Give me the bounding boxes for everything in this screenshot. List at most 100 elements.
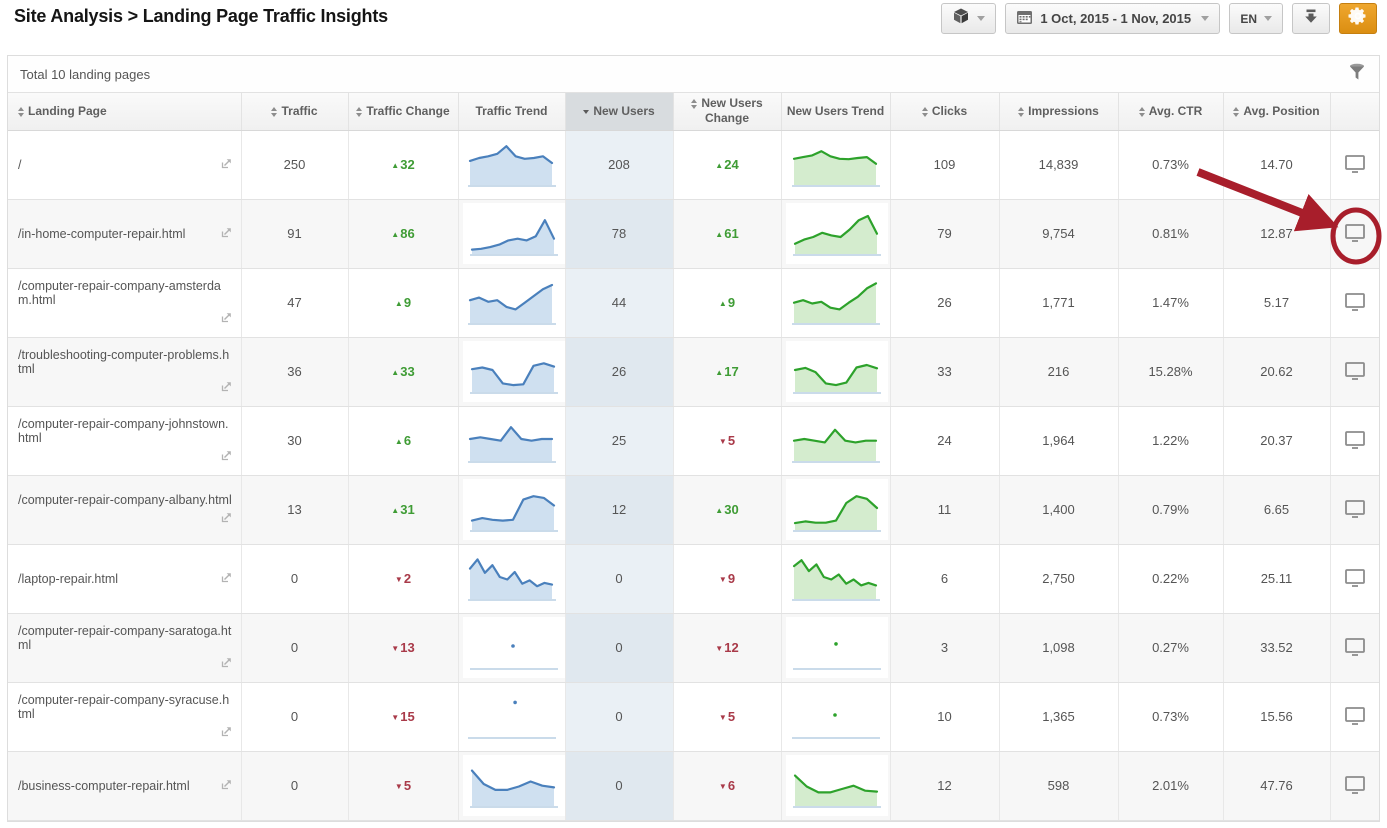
column-header-new-users-change[interactable]: New Users Change [673,93,782,131]
view-details-icon[interactable] [1343,360,1367,384]
column-header-traffic-change[interactable]: Traffic Change [348,93,459,131]
change-value: 17 [724,364,739,379]
column-header-avg-position[interactable]: Avg. Position [1223,93,1331,131]
table-row: /troubleshooting-computer-problems.html 3… [8,337,1379,407]
avg-ctr-cell: 0.27% [1118,613,1224,683]
column-header-label: New Users Trend [786,103,885,118]
traffic-trend-sparkline [462,203,565,264]
increase-badge: ▲30 [715,502,738,517]
change-value: 15 [400,709,415,724]
traffic-cell: 250 [241,130,349,200]
view-details-icon[interactable] [1343,291,1367,315]
triangle-up-icon: ▲ [715,160,724,170]
avg-ctr-cell: 0.22% [1118,544,1224,614]
column-header-landing-page[interactable]: Landing Page [8,93,242,131]
view-details-icon[interactable] [1343,705,1367,729]
change-value: 6 [403,433,412,448]
external-link-icon[interactable] [220,571,233,587]
increase-badge: ▲86 [391,226,414,241]
new-users-change-cell: ▲61 [673,199,782,269]
triangle-down-icon: ▼ [718,574,727,584]
clicks-cell: 3 [890,613,1000,683]
change-value: 32 [400,157,415,172]
date-range-picker[interactable]: 1 Oct, 2015 - 1 Nov, 2015 [1005,3,1221,34]
sort-icon [1018,106,1025,117]
view-details-icon[interactable] [1343,498,1367,522]
traffic-trend-cell [458,268,566,338]
external-link-icon[interactable] [220,226,233,242]
view-details-icon[interactable] [1343,429,1367,453]
triangle-up-icon: ▲ [394,436,403,446]
increase-badge: ▲32 [391,157,414,172]
column-header-label: Avg. Position [1243,103,1320,118]
landing-page-cell: /computer-repair-company-albany.html [8,475,242,545]
traffic-cell: 47 [241,268,349,338]
external-link-icon[interactable] [220,725,233,741]
traffic-change-cell: ▲32 [348,130,459,200]
change-value: 24 [724,157,739,172]
traffic-cell: 0 [241,682,349,752]
landing-pages-card: Total 10 landing pages Landing Page Traff… [7,55,1380,822]
view-details-icon[interactable] [1343,222,1367,246]
new-users-trend-sparkline [788,136,884,193]
column-header-impressions[interactable]: Impressions [999,93,1119,131]
calendar-icon [1016,9,1033,28]
language-selector[interactable]: EN [1229,3,1283,34]
view-details-icon[interactable] [1343,567,1367,591]
traffic-change-cell: ▲31 [348,475,459,545]
increase-badge: ▲9 [395,295,411,310]
download-button[interactable] [1292,3,1330,34]
new-users-cell: 0 [565,613,674,683]
landing-page-cell: / [8,130,242,200]
impressions-cell: 9,754 [999,199,1119,269]
table-row: /computer-repair-company-johnstown.html 3… [8,406,1379,476]
column-header-avg-ctr[interactable]: Avg. CTR [1118,93,1224,131]
filter-button[interactable] [1347,62,1367,87]
column-header-label: Traffic Change [366,103,450,118]
view-details-icon[interactable] [1343,636,1367,660]
landing-page-cell: /in-home-computer-repair.html [8,199,242,269]
external-link-icon[interactable] [220,311,233,327]
triangle-up-icon: ▲ [394,298,403,308]
avg-position-cell: 12.87 [1223,199,1331,269]
avg-position-cell: 20.62 [1223,337,1331,407]
traffic-trend-cell [458,199,566,269]
view-details-icon[interactable] [1343,153,1367,177]
traffic-change-cell: ▲9 [348,268,459,338]
external-link-icon[interactable] [220,380,233,396]
change-value: 30 [724,502,739,517]
change-value: 5 [727,709,736,724]
change-value: 5 [727,433,736,448]
external-link-icon[interactable] [220,449,233,465]
table-row: /computer-repair-company-albany.html 13 ▲3… [8,475,1379,545]
external-link-icon[interactable] [220,511,233,527]
column-header-new-users[interactable]: New Users [565,93,674,131]
traffic-trend-sparkline [464,550,560,607]
traffic-change-cell: ▼2 [348,544,459,614]
view-details-icon[interactable] [1343,774,1367,798]
column-header-clicks[interactable]: Clicks [890,93,1000,131]
avg-ctr-cell: 0.79% [1118,475,1224,545]
impressions-cell: 2,750 [999,544,1119,614]
impressions-cell: 1,098 [999,613,1119,683]
column-header-traffic[interactable]: Traffic [241,93,349,131]
modules-dropdown-button[interactable] [941,3,997,34]
decrease-badge: ▼5 [395,778,411,793]
table-row: /computer-repair-company-saratoga.html 0 ▼… [8,613,1379,683]
triangle-up-icon: ▲ [715,367,724,377]
increase-badge: ▲31 [391,502,414,517]
funnel-icon [1347,62,1367,87]
external-link-icon[interactable] [220,656,233,672]
new-users-trend-cell [781,130,891,200]
external-link-icon[interactable] [220,778,233,794]
landing-page-url: /computer-repair-company-syracuse.html [18,692,230,721]
change-value: 31 [400,502,415,517]
settings-button[interactable] [1339,3,1377,34]
increase-badge: ▲17 [715,364,738,379]
external-link-icon[interactable] [220,157,233,173]
avg-ctr-cell: 0.81% [1118,199,1224,269]
clicks-cell: 6 [890,544,1000,614]
decrease-badge: ▼5 [719,433,735,448]
traffic-trend-sparkline [462,341,565,402]
sort-icon [1233,106,1240,117]
